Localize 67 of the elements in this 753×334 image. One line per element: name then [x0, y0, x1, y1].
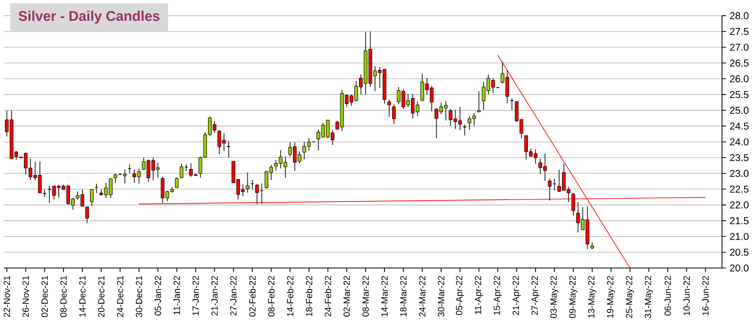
candlestick	[387, 99, 392, 118]
x-tick-label: 24-Feb-22	[324, 276, 332, 316]
y-tick-label: 24.5	[730, 122, 748, 130]
y-tick-label: 20.0	[730, 264, 749, 272]
candlestick	[174, 177, 179, 188]
x-tick-label: 11-Apr-22	[474, 276, 483, 314]
x-tick-label: 11-Jan-22	[174, 276, 180, 315]
x-tick-label: 08-Feb-22	[268, 276, 274, 317]
x-tick-label: 06-Jun-22	[664, 276, 671, 316]
x-tick-label: 14-Dec-21	[79, 276, 86, 317]
candlestick	[477, 90, 481, 112]
x-tick-label: 18-Mar-22	[400, 276, 407, 316]
x-tick-label: 19-May-22	[607, 276, 616, 318]
x-tick-label: 18-Feb-22	[306, 276, 312, 316]
candlestick	[392, 104, 396, 125]
x-tick-label: 10-Jun-22	[683, 276, 690, 316]
y-tick-label: 25.0	[730, 106, 749, 114]
y-tick-label: 24.0	[730, 138, 749, 146]
x-tick-label: 09-May-22	[569, 276, 578, 318]
y-tick-label: 27.5	[730, 28, 748, 35]
x-tick-label: 24-Mar-22	[419, 276, 426, 316]
x-tick-label: 21-Apr-22	[512, 276, 521, 315]
x-tick-label: 31-May-22	[644, 276, 653, 318]
y-tick-label: 23.0	[730, 170, 749, 177]
y-tick-label: 26.0	[730, 75, 749, 82]
y-tick-label: 27.0	[730, 44, 749, 51]
y-tick-label: 22.5	[730, 186, 748, 193]
x-tick-label: 25-May-22	[626, 276, 634, 318]
x-tick-label: 08-Dec-21	[60, 276, 67, 318]
x-tick-label: 02-Feb-22	[249, 276, 256, 317]
candlestick	[198, 156, 202, 178]
x-tick-label: 08-Mar-22	[362, 276, 369, 317]
chart-title: Silver - Daily Candles	[18, 10, 160, 24]
candlestick	[246, 172, 250, 193]
candlestick	[462, 124, 467, 136]
x-tick-label: 30-Mar-22	[438, 276, 444, 317]
x-tick-label: 27-Jan-22	[230, 276, 237, 316]
y-tick-label: 20.5	[730, 248, 748, 256]
x-tick-label: 03-May-22	[550, 276, 558, 318]
x-tick-label: 14-Mar-22	[381, 276, 388, 316]
x-tick-label: 21-Jan-22	[211, 276, 218, 316]
y-tick-label: 21.5	[730, 217, 748, 224]
x-tick-label: 13-May-22	[588, 276, 596, 318]
x-tick-label: 02-Dec-21	[41, 276, 48, 318]
y-tick-label: 21.0	[730, 232, 749, 240]
candlestick	[510, 98, 514, 110]
x-tick-label: 15-Apr-22	[494, 276, 502, 315]
x-tick-label: 30-Dec-21	[136, 276, 142, 318]
x-tick-label: 20-Dec-21	[98, 276, 104, 317]
x-tick-label: 16-Jun-22	[702, 276, 709, 316]
x-tick-label: 17-Jan-22	[192, 276, 199, 316]
y-tick-label: 26.5	[730, 59, 748, 67]
y-tick-label: 25.5	[730, 91, 748, 98]
y-tick-label: 22.0	[730, 201, 749, 208]
x-tick-label: 24-Dec-21	[116, 276, 124, 317]
x-tick-label: 05-Apr-22	[456, 276, 464, 316]
x-tick-label: 02-Mar-22	[344, 276, 350, 317]
x-tick-label: 14-Feb-22	[286, 276, 294, 316]
candlestick	[90, 189, 94, 207]
y-tick-label: 28.0	[730, 12, 749, 20]
y-tick-label: 23.5	[730, 154, 748, 162]
x-tick-label: 22-Nov-21	[4, 276, 10, 317]
x-tick-label: 26-Nov-21	[22, 276, 29, 317]
candlestick	[85, 206, 89, 224]
candlestick	[114, 173, 118, 184]
x-tick-label: 27-Apr-22	[531, 276, 540, 315]
x-tick-label: 05-Jan-22	[154, 276, 162, 316]
